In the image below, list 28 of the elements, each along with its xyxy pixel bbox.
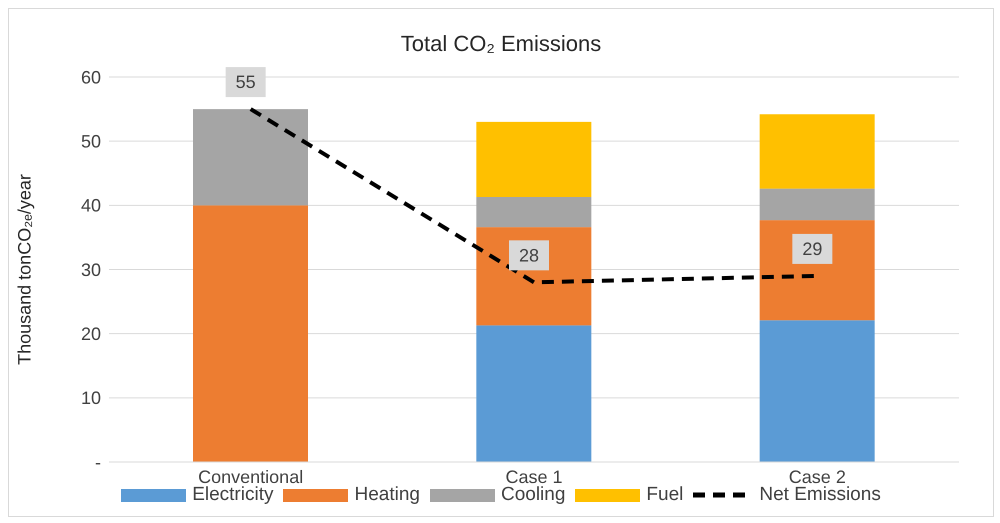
y-tick-label: 30 [80,260,101,280]
y-tick-label: 40 [80,196,101,216]
bar [476,325,592,462]
data-label: 55 [236,72,256,92]
data-label: 28 [518,245,540,266]
y-tick-label: 10 [80,388,101,408]
y-axis-title: Thousand tonCO₂ₑ/year [14,174,34,365]
bar [476,122,592,197]
y-tick-label: - [95,452,101,472]
x-tick-label: Case 1 [505,466,563,487]
bar [193,109,308,206]
bar [760,188,875,220]
x-tick-label: Conventional [198,466,304,487]
legend-label: Cooling [500,484,566,506]
chart-title: Total CO₂ Emissions [400,30,602,58]
bar [760,320,875,462]
y-tick-label: 60 [80,67,101,88]
y-tick-label: 20 [80,324,101,344]
legend-label: Heating [354,484,420,506]
legend-label: Fuel [646,484,684,506]
y-tick-label: 50 [80,132,101,152]
bar [476,196,592,228]
bar [193,205,308,462]
legend-label: Net Emissions [759,484,881,506]
legend-label: Electricity [192,484,274,506]
bar [760,114,875,189]
data-label: 29 [802,238,822,259]
x-tick-label: Case 2 [788,466,846,487]
